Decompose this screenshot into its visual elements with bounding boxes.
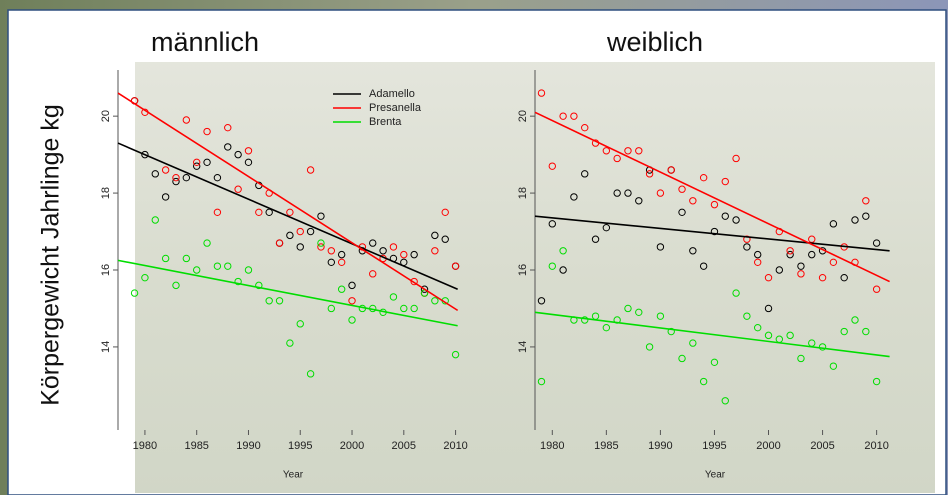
y-tick-label: 20 <box>517 110 529 122</box>
y-axis-title: Körpergewicht Jahrlinge kg <box>37 104 65 406</box>
x-tick-label: 1985 <box>594 440 618 452</box>
y-tick-label: 16 <box>100 264 112 276</box>
y-tick-label: 20 <box>100 110 112 122</box>
page: Körpergewicht Jahrlinge kg männlich 14 16 1… <box>0 0 948 495</box>
x-tick-label: 1995 <box>702 440 726 452</box>
panel-title: weiblich <box>606 27 703 57</box>
y-tick-label: 18 <box>517 187 529 199</box>
x-tick-label: 2000 <box>340 440 364 452</box>
y-tick-label: 14 <box>100 341 112 353</box>
x-tick-label: 2005 <box>810 440 834 452</box>
x-tick-label: 1995 <box>288 440 312 452</box>
x-axis-title: Year <box>705 470 726 481</box>
legend-label: Brenta <box>369 116 402 128</box>
legend-label: Adamello <box>369 88 415 100</box>
x-tick-label: 2010 <box>864 440 888 452</box>
x-tick-label: 2010 <box>443 440 467 452</box>
y-tick-label: 14 <box>517 341 529 353</box>
legend-label: Presanella <box>369 102 422 114</box>
panel-title: männlich <box>151 27 259 57</box>
x-tick-label: 2000 <box>756 440 780 452</box>
y-tick-label: 18 <box>100 187 112 199</box>
x-tick-label: 1990 <box>648 440 672 452</box>
y-tick-label: 16 <box>517 264 529 276</box>
x-tick-label: 1980 <box>540 440 564 452</box>
x-tick-label: 1990 <box>236 440 260 452</box>
x-axis-title: Year <box>283 470 304 481</box>
x-tick-label: 1980 <box>133 440 157 452</box>
slide: Körpergewicht Jahrlinge kg männlich 14 16 1… <box>0 0 948 495</box>
x-tick-label: 1985 <box>184 440 208 452</box>
x-tick-label: 2005 <box>392 440 416 452</box>
